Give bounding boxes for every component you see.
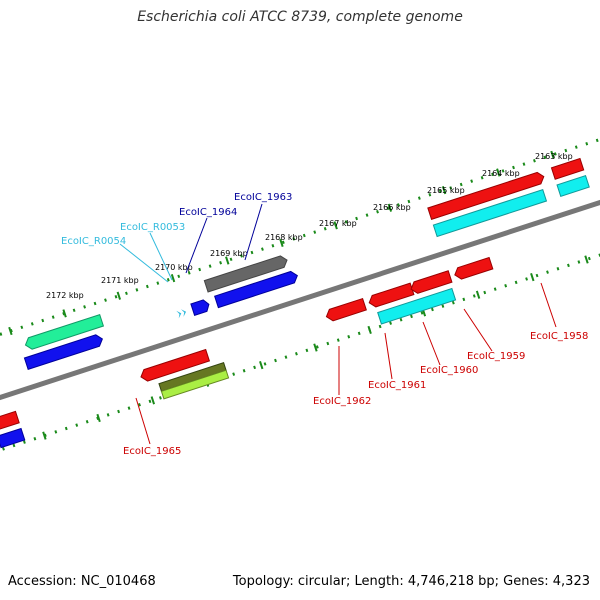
gene-feature-red-small (550, 157, 585, 180)
outer-ruler-ticks (8, 150, 555, 336)
gene-feature-ecoic-r0053 (176, 310, 182, 319)
ruler-label-2165: 2165 kbp (427, 186, 465, 195)
gene-feature-gray (203, 255, 288, 293)
gene-feature-green (24, 313, 105, 350)
gene-feature-cyan-edge (556, 175, 590, 197)
genome-backbone (0, 192, 600, 408)
ruler-label-2170: 2170 kbp (155, 263, 193, 272)
inner-ruler-tick (42, 431, 47, 440)
outer-ruler-tick (8, 326, 13, 336)
gene-label-ecoic-1961: EcoIC_1961 (368, 380, 426, 391)
ruler-label-2172: 2172 kbp (46, 291, 84, 300)
inner-ruler-tick (584, 255, 589, 264)
gene-feature-ecoic-1964 (190, 299, 210, 316)
gene-feature-ecoic-1962 (325, 297, 367, 322)
ruler-label-2163: 2163 kbp (535, 152, 573, 161)
accession-text: Accession: NC_010468 (8, 574, 156, 589)
gene-label-ecoic-r0054: EcoIC_R0054 (61, 236, 126, 247)
gene-label-ecoic-1962: EcoIC_1962 (313, 396, 371, 407)
inner-ruler-tick (150, 396, 156, 405)
gene-feature-blue-left (23, 334, 103, 371)
gene-feature-ecoic-1960 (410, 270, 453, 294)
inner-ruler-tick (259, 361, 264, 370)
leader-line-ecoic-r0053 (149, 232, 173, 281)
gene-label-ecoic-1960: EcoIC_1960 (420, 365, 478, 376)
gene-feature-ecoic-1961 (368, 282, 415, 308)
gene-feature-ecoic-1958 (427, 171, 545, 221)
ruler-label-2171: 2171 kbp (101, 276, 139, 285)
leader-line-ecoic-1959 (463, 308, 493, 352)
outer-ruler-tick (225, 256, 230, 265)
outer-ruler-tick (170, 274, 176, 283)
ruler-label-2167: 2167 kbp (319, 219, 357, 228)
gene-feature-red-far-left (0, 410, 20, 432)
leader-line-ecoic-r0054 (119, 243, 169, 283)
map-title: Escherichia coli ATCC 8739, complete gen… (137, 9, 463, 25)
gene-label-ecoic-1959: EcoIC_1959 (467, 351, 525, 362)
outer-ruler-tick (441, 185, 447, 195)
outer-ruler-tick (116, 291, 122, 300)
outer-ruler-tick (279, 238, 284, 248)
gene-feature-cyan-center (377, 287, 457, 325)
gene-feature-lime (160, 369, 230, 400)
inner-ruler-tick (367, 325, 372, 335)
gene-feature-ecoic-1959 (454, 256, 494, 280)
leader-line-ecoic-1963 (244, 203, 263, 261)
outer-ruler-tick (496, 168, 501, 177)
gene-feature-ecoic-1965 (140, 348, 211, 382)
gene-label-ecoic-r0053: EcoIC_R0053 (120, 222, 185, 233)
outer-ruler-tick (387, 203, 393, 212)
ruler-label-2169: 2169 kbp (210, 249, 248, 258)
ruler-label-2168: 2168 kbp (265, 233, 303, 242)
gene-label-ecoic-1964: EcoIC_1964 (179, 207, 237, 218)
gene-feature-cyan-right (432, 188, 548, 238)
leader-line-ecoic-1965 (135, 397, 151, 445)
outer-ruler-tick (333, 221, 338, 230)
genome-summary-text: Topology: circular; Length: 4,746,218 bp… (232, 574, 590, 589)
ruler-label-2164: 2164 kbp (482, 169, 520, 178)
gene-feature-blue-far-left (0, 427, 26, 449)
outer-ruler-tick (550, 150, 555, 159)
gene-label-ecoic-1958: EcoIC_1958 (530, 331, 588, 342)
leader-line-ecoic-1960 (422, 321, 441, 366)
outer-ruler-tick (62, 309, 67, 318)
gene-feature-ecoic-r0054 (181, 309, 187, 317)
ruler-label-2166: 2166 kbp (373, 203, 411, 212)
leader-line-ecoic-1958 (540, 282, 557, 328)
gene-label-ecoic-1963: EcoIC_1963 (234, 192, 292, 203)
gene-label-ecoic-1965: EcoIC_1965 (123, 446, 181, 457)
leader-line-ecoic-1961 (384, 332, 393, 380)
inner-ruler-ticks (42, 255, 589, 440)
inner-ruler-tick (96, 413, 101, 423)
leader-line-ecoic-1964 (185, 217, 208, 274)
inner-ruler-tick (313, 343, 318, 352)
gene-feature-ecoic-1963 (214, 270, 298, 309)
inner-ruler-tick (530, 272, 535, 282)
inner-ruler-tick (475, 290, 481, 299)
